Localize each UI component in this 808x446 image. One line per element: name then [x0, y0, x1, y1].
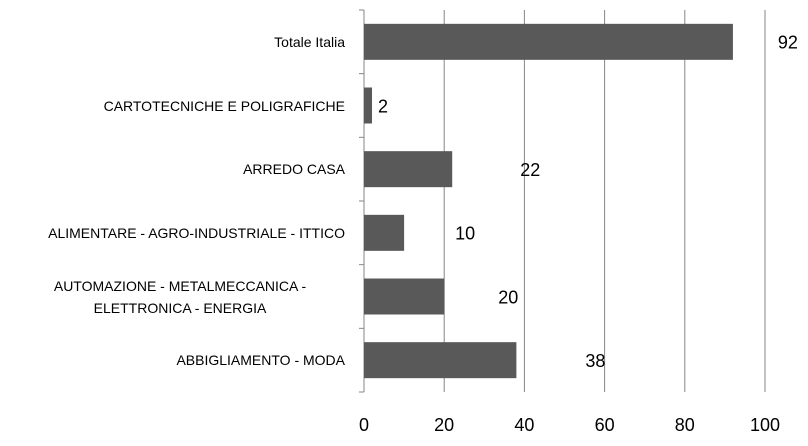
value-label: 22: [520, 160, 540, 180]
bar: [364, 342, 517, 379]
category-label-box: CARTOTECNICHE E POLIGRAFICHE: [0, 76, 345, 136]
value-label: 10: [455, 224, 475, 244]
category-label: ALIMENTARE - AGRO-INDUSTRIALE - ITTICO: [48, 224, 345, 241]
x-tick-label: 60: [595, 415, 615, 435]
x-tick-label: 0: [359, 415, 369, 435]
value-label: 20: [498, 287, 518, 307]
x-tick-label: 80: [675, 415, 695, 435]
x-tick-label: 40: [514, 415, 534, 435]
value-label: 2: [378, 96, 388, 116]
category-label-box: ALIMENTARE - AGRO-INDUSTRIALE - ITTICO: [0, 203, 345, 263]
category-label-box: ABBIGLIAMENTO - MODA: [0, 330, 345, 390]
value-label: 92: [778, 33, 798, 53]
bar: [364, 278, 445, 315]
category-label-box: AUTOMAZIONE - METALMECCANICA - ELETTRONI…: [0, 267, 345, 327]
bar: [364, 214, 405, 251]
x-tick-label: 100: [750, 415, 780, 435]
bar: [364, 23, 733, 60]
category-label: Totale Italia: [274, 33, 345, 50]
bar: [364, 151, 453, 188]
category-label: AUTOMAZIONE - METALMECCANICA - ELETTRONI…: [53, 277, 307, 316]
category-label-box: Totale Italia: [0, 12, 345, 72]
x-tick-label: 20: [434, 415, 454, 435]
category-label: CARTOTECNICHE E POLIGRAFICHE: [103, 97, 345, 114]
category-label: ARREDO CASA: [243, 161, 345, 178]
category-label-box: ARREDO CASA: [0, 139, 345, 199]
value-label: 38: [585, 351, 605, 371]
category-label: ABBIGLIAMENTO - MODA: [176, 352, 345, 369]
bar: [364, 87, 373, 124]
